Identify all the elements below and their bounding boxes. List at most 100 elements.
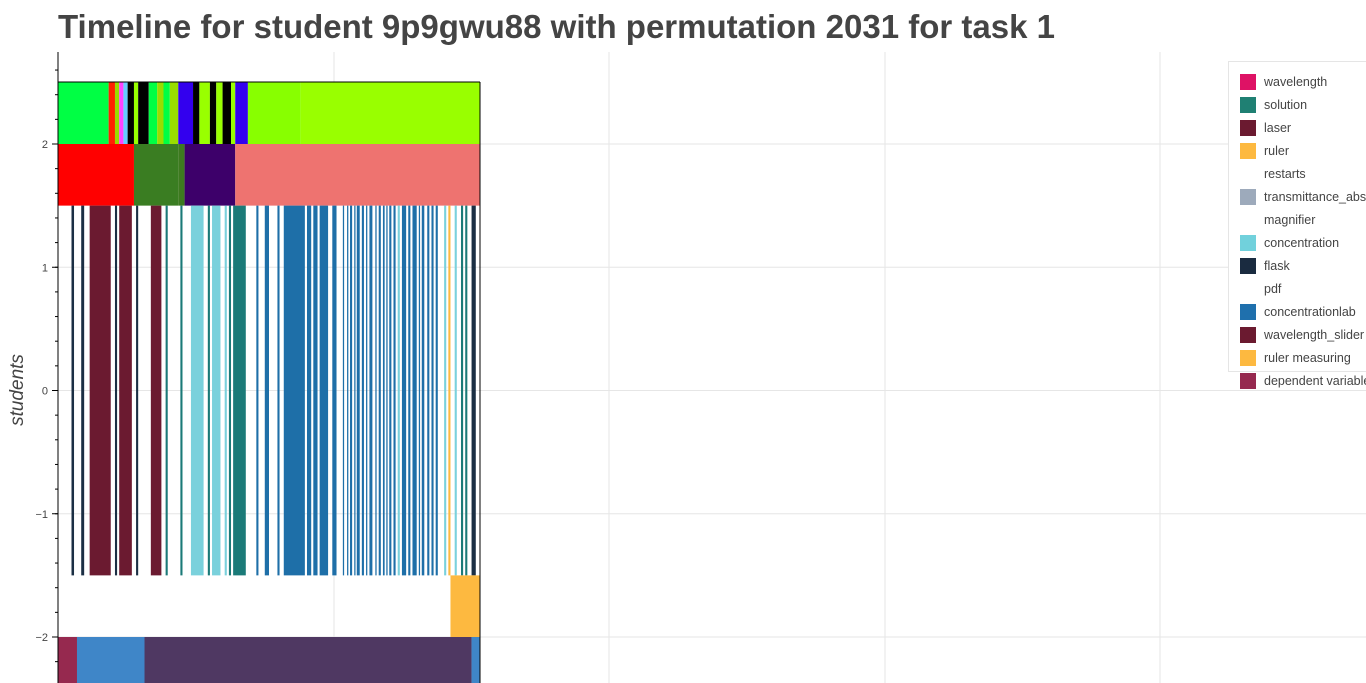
timeline-segment xyxy=(354,205,356,576)
timeline-segment xyxy=(119,82,124,144)
timeline-segments xyxy=(58,81,481,683)
timeline-segment xyxy=(235,82,248,144)
timeline-segment xyxy=(233,205,246,576)
timeline-segment xyxy=(114,205,118,576)
legend-item[interactable]: pdf xyxy=(1240,280,1281,298)
timeline-segment xyxy=(71,205,75,576)
timeline-segment xyxy=(169,82,179,144)
timeline-segment xyxy=(216,82,223,144)
timeline-segment xyxy=(207,205,210,576)
timeline-segment xyxy=(163,82,170,144)
legend-swatch xyxy=(1240,281,1256,297)
timeline-segment xyxy=(471,637,480,683)
legend-swatch xyxy=(1240,235,1256,251)
timeline-segment xyxy=(264,205,269,576)
legend-label: concentrationlab xyxy=(1264,305,1356,319)
timeline-segment xyxy=(89,205,111,576)
legend-swatch xyxy=(1240,120,1256,136)
timeline-segment xyxy=(58,144,134,206)
timeline-segment xyxy=(418,205,421,576)
timeline-segment xyxy=(382,205,385,576)
timeline-segment xyxy=(184,144,236,206)
chart-title: Timeline for student 9p9gwu88 with permu… xyxy=(58,8,1055,45)
timeline-segment xyxy=(58,82,109,144)
legend-item[interactable]: wavelength xyxy=(1240,73,1327,91)
timeline-segment xyxy=(150,205,162,576)
legend-swatch xyxy=(1240,143,1256,159)
timeline-segment xyxy=(461,205,464,576)
legend-item[interactable]: magnifier xyxy=(1240,211,1315,229)
timeline-segment xyxy=(222,82,232,144)
timeline-segment xyxy=(228,205,232,576)
timeline-segment xyxy=(393,205,396,576)
legend-label: concentration xyxy=(1264,236,1340,250)
timeline-segment xyxy=(283,205,305,576)
legend-item[interactable]: concentration xyxy=(1240,234,1339,252)
timeline-segment xyxy=(178,82,194,144)
timeline-segment xyxy=(448,205,451,576)
timeline-segment xyxy=(127,82,134,144)
legend-item[interactable]: ruler xyxy=(1240,142,1289,160)
y-tick-label: 0 xyxy=(42,386,48,398)
timeline-segment xyxy=(389,205,392,576)
timeline-segment xyxy=(108,82,115,144)
timeline-segment xyxy=(332,205,337,576)
timeline-segment xyxy=(277,205,280,576)
legend-label: pdf xyxy=(1264,282,1282,296)
legend-item[interactable]: laser xyxy=(1240,119,1291,137)
timeline-segment xyxy=(408,205,411,576)
timeline-segment xyxy=(58,637,77,683)
timeline-segment xyxy=(76,637,145,683)
legend-item[interactable]: flask xyxy=(1240,257,1290,275)
legend-swatch xyxy=(1240,212,1256,228)
timeline-segment xyxy=(386,205,388,576)
timeline-segment xyxy=(114,82,120,144)
legend-label: transmittance_abs xyxy=(1264,190,1366,204)
timeline-segment xyxy=(157,82,164,144)
timeline-segment xyxy=(193,82,200,144)
timeline-segment xyxy=(235,144,480,206)
legend-swatch xyxy=(1240,166,1256,182)
legend-item[interactable]: ruler measuring xyxy=(1240,349,1351,367)
timeline-segment xyxy=(471,205,476,576)
legend-item[interactable]: solution xyxy=(1240,96,1307,114)
legend-item[interactable]: dependent variable xyxy=(1240,372,1366,390)
legend-swatch xyxy=(1240,327,1256,343)
legend-label: solution xyxy=(1264,98,1308,112)
timeline-segment xyxy=(366,205,368,576)
timeline-segment xyxy=(224,205,227,576)
timeline-segment xyxy=(369,205,373,576)
y-tick-label: −2 xyxy=(35,632,48,644)
legend-item[interactable]: concentrationlab xyxy=(1240,303,1356,321)
timeline-segment xyxy=(350,205,353,576)
legend-label: flask xyxy=(1264,259,1290,273)
legend-item[interactable]: transmittance_abs xyxy=(1240,188,1366,206)
legend: wavelength solution laser ruler restarts tran… xyxy=(1228,61,1366,389)
timeline-segment xyxy=(138,82,149,144)
timeline-segment xyxy=(450,575,480,637)
timeline-segment xyxy=(133,144,179,206)
legend-item[interactable]: wavelength_slider xyxy=(1240,326,1364,344)
y-tick-label: 2 xyxy=(42,139,48,151)
timeline-segment xyxy=(136,205,139,576)
y-tick-label: 1 xyxy=(42,262,48,274)
timeline-segment xyxy=(81,205,85,576)
timeline-segment xyxy=(209,82,217,144)
timeline-segment xyxy=(465,205,468,576)
timeline-segment xyxy=(144,637,472,683)
timeline-segment xyxy=(212,205,221,576)
timeline-segment xyxy=(397,205,400,576)
legend-swatch xyxy=(1240,74,1256,90)
timeline-segment xyxy=(180,205,183,576)
timeline-segment xyxy=(431,205,434,576)
legend-item[interactable]: restarts xyxy=(1240,165,1306,183)
legend-label: laser xyxy=(1264,121,1292,135)
timeline-segment xyxy=(231,82,236,144)
timeline-segment xyxy=(347,205,349,576)
timeline-segment xyxy=(361,205,364,576)
timeline-segment xyxy=(421,205,425,576)
timeline-segment xyxy=(247,82,301,144)
legend-label: restarts xyxy=(1264,167,1306,181)
timeline-segment xyxy=(165,205,168,576)
